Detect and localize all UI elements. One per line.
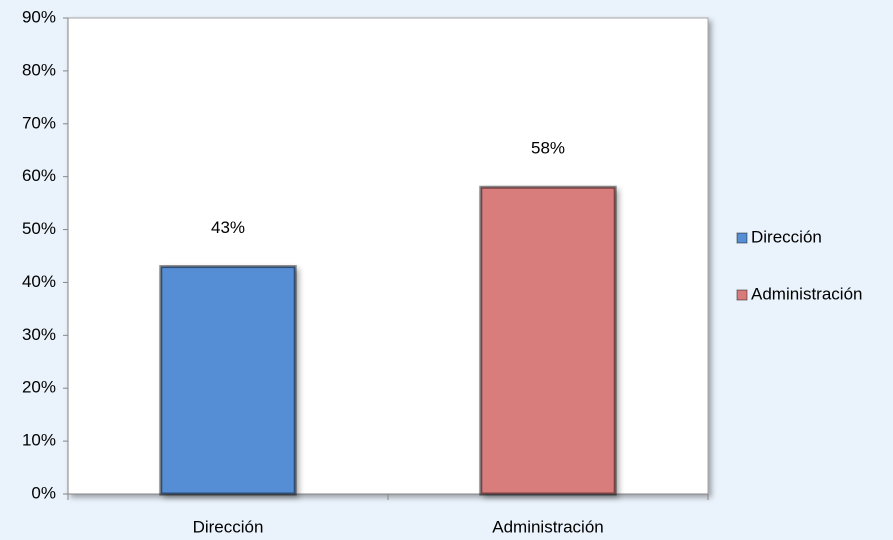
x-tick-label: Dirección	[193, 517, 264, 536]
y-tick-label: 50%	[22, 219, 56, 238]
y-tick-label: 0%	[31, 483, 56, 502]
y-tick-label: 90%	[22, 7, 56, 26]
y-tick-label: 80%	[22, 60, 56, 79]
y-tick-label: 30%	[22, 325, 56, 344]
legend-swatch	[736, 289, 748, 301]
legend-label: Administración	[751, 284, 863, 303]
y-tick-label: 10%	[22, 431, 56, 450]
legend-swatch	[736, 232, 748, 244]
legend-label: Dirección	[751, 227, 822, 246]
bar	[479, 185, 617, 496]
y-tick-label: 70%	[22, 113, 56, 132]
data-label: 43%	[211, 218, 245, 237]
y-tick-label: 60%	[22, 166, 56, 185]
y-tick-label: 40%	[22, 272, 56, 291]
bar	[159, 265, 297, 496]
y-tick-label: 20%	[22, 378, 56, 397]
x-tick-label: Administración	[492, 517, 604, 536]
data-label: 58%	[531, 139, 565, 158]
